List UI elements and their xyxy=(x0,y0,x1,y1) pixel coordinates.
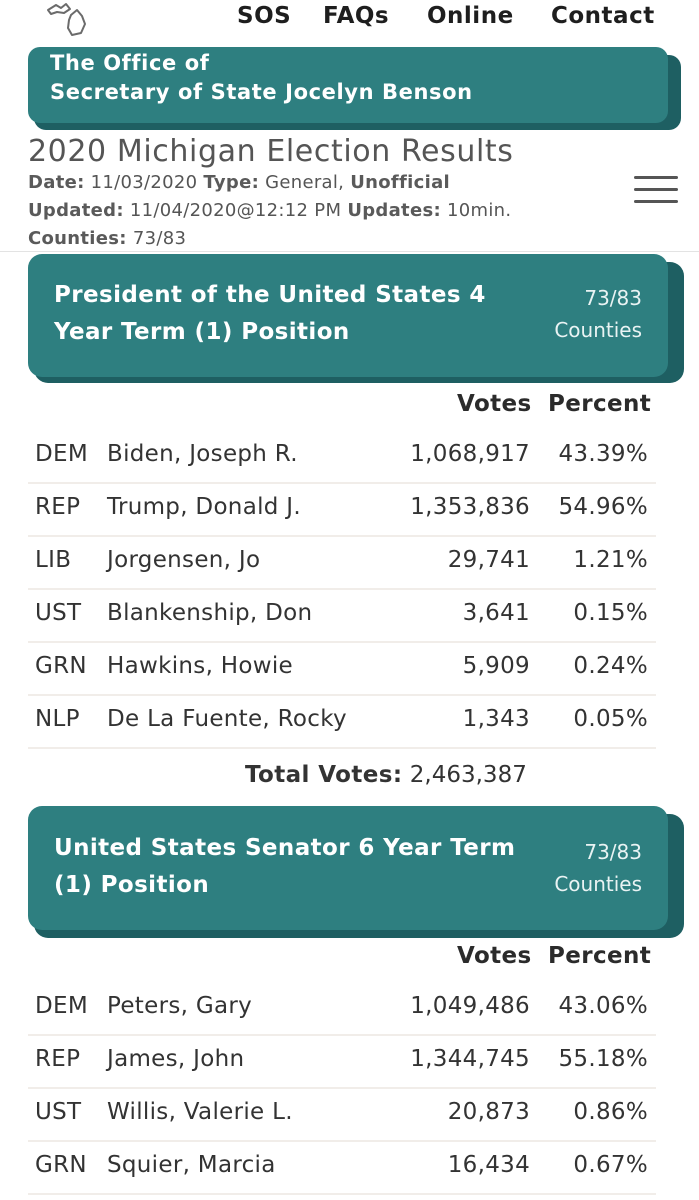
vote-percent: 43.06% xyxy=(558,993,648,1019)
candidate-row: GRN Hawkins, Howie 5,909 0.24% xyxy=(28,643,656,696)
michigan-outline-icon[interactable] xyxy=(44,0,96,38)
updated-label: Updated: xyxy=(28,200,124,221)
party-code: DEM xyxy=(35,993,88,1019)
nav-online-link[interactable]: Online xyxy=(427,3,514,29)
total-votes: Total Votes: 2,463,387 xyxy=(245,762,527,788)
updated-value: 11/04/2020@12:12 PM xyxy=(129,200,342,221)
vote-count: 16,434 xyxy=(447,1152,530,1178)
date-value: 11/03/2020 xyxy=(90,172,198,193)
race-counties-count: 73/83 xyxy=(584,840,642,864)
candidate-name: Hawkins, Howie xyxy=(107,653,294,679)
banner-line-1: The Office of xyxy=(50,51,210,75)
vote-percent: 0.24% xyxy=(573,653,648,679)
candidate-name: Jorgensen, Jo xyxy=(107,547,261,573)
candidate-name: Squier, Marcia xyxy=(107,1152,276,1178)
party-code: GRN xyxy=(35,653,87,679)
votes-column-header: Votes xyxy=(457,943,532,969)
vote-percent: 43.39% xyxy=(558,441,648,467)
race-header-president[interactable]: President of the United States 4 Year Te… xyxy=(28,254,668,377)
hamburger-menu-icon[interactable] xyxy=(634,176,678,204)
vote-count: 1,344,745 xyxy=(410,1046,530,1072)
counties-value: 73/83 xyxy=(132,228,187,249)
banner-line-2: Secretary of State Jocelyn Benson xyxy=(50,80,473,104)
candidate-row: DEM Peters, Gary 1,049,486 43.06% xyxy=(28,983,656,1036)
header-divider xyxy=(0,251,699,252)
race-header-senator[interactable]: United States Senator 6 Year Term (1) Po… xyxy=(28,806,668,930)
candidate-row: NLP De La Fuente, Rocky 1,343 0.05% xyxy=(28,696,656,749)
race-counties: 73/83 Counties xyxy=(554,282,642,346)
race-counties-label: Counties xyxy=(554,872,642,896)
candidate-row: LIB Jorgensen, Jo 29,741 1.21% xyxy=(28,537,656,590)
counties-label: Counties: xyxy=(28,228,127,249)
party-code: UST xyxy=(35,600,82,626)
candidate-row: UST Willis, Valerie L. 20,873 0.86% xyxy=(28,1089,656,1142)
vote-percent: 54.96% xyxy=(558,494,648,520)
vote-count: 20,873 xyxy=(447,1099,530,1125)
vote-percent: 0.86% xyxy=(573,1099,648,1125)
nav-contact-link[interactable]: Contact xyxy=(551,3,655,29)
type-label: Type: xyxy=(203,172,260,193)
vote-percent: 0.05% xyxy=(573,706,648,732)
vote-count: 5,909 xyxy=(462,653,530,679)
total-votes-value: 2,463,387 xyxy=(409,762,527,788)
candidate-name: Blankenship, Don xyxy=(107,600,313,626)
nav-faqs-link[interactable]: FAQs xyxy=(323,3,390,29)
candidate-row: GRN Squier, Marcia 16,434 0.67% xyxy=(28,1142,656,1195)
total-votes-label: Total Votes: xyxy=(245,762,403,788)
race-title: United States Senator 6 Year Term (1) Po… xyxy=(54,835,516,898)
vote-count: 3,641 xyxy=(462,600,530,626)
vote-count: 1,343 xyxy=(462,706,530,732)
election-date-type: Date: 11/03/2020 Type: General, Unoffici… xyxy=(28,172,450,193)
percent-column-header: Percent xyxy=(548,943,652,969)
vote-count: 29,741 xyxy=(447,547,530,573)
candidate-name: De La Fuente, Rocky xyxy=(107,706,347,732)
race-title: President of the United States 4 Year Te… xyxy=(54,282,486,345)
party-code: NLP xyxy=(35,706,80,732)
candidate-name: Biden, Joseph R. xyxy=(107,441,298,467)
party-code: REP xyxy=(35,1046,81,1072)
votes-column-header: Votes xyxy=(457,391,532,417)
vote-percent: 0.67% xyxy=(573,1152,648,1178)
vote-count: 1,353,836 xyxy=(410,494,530,520)
party-code: REP xyxy=(35,494,81,520)
candidate-name: Trump, Donald J. xyxy=(107,494,301,520)
candidate-name: Peters, Gary xyxy=(107,993,253,1019)
candidate-row: UST Blankenship, Don 3,641 0.15% xyxy=(28,590,656,643)
candidate-row: REP Trump, Donald J. 1,353,836 54.96% xyxy=(28,484,656,537)
party-code: DEM xyxy=(35,441,88,467)
counties-info: Counties: 73/83 xyxy=(28,228,186,249)
party-code: UST xyxy=(35,1099,82,1125)
race-counties-label: Counties xyxy=(554,318,642,342)
page-title: 2020 Michigan Election Results xyxy=(28,134,514,169)
date-label: Date: xyxy=(28,172,85,193)
vote-count: 1,049,486 xyxy=(410,993,530,1019)
candidate-name: James, John xyxy=(107,1046,245,1072)
vote-percent: 1.21% xyxy=(573,547,648,573)
vote-percent: 55.18% xyxy=(558,1046,648,1072)
party-code: LIB xyxy=(35,547,72,573)
candidate-name: Willis, Valerie L. xyxy=(107,1099,293,1125)
updates-value: 10min. xyxy=(447,200,512,221)
candidate-row: DEM Biden, Joseph R. 1,068,917 43.39% xyxy=(28,431,656,484)
race-counties-count: 73/83 xyxy=(584,286,642,310)
update-info: Updated: 11/04/2020@12:12 PM Updates: 10… xyxy=(28,200,511,221)
party-code: GRN xyxy=(35,1152,87,1178)
percent-column-header: Percent xyxy=(548,391,652,417)
race-counties: 73/83 Counties xyxy=(554,836,642,900)
vote-percent: 0.15% xyxy=(573,600,648,626)
updates-label: Updates: xyxy=(347,200,441,221)
top-nav: SOS FAQs Online Contact xyxy=(0,0,699,36)
type-value: General, xyxy=(265,172,345,193)
status-text: Unofficial xyxy=(350,172,451,193)
vote-count: 1,068,917 xyxy=(410,441,530,467)
nav-sos-link[interactable]: SOS xyxy=(237,3,292,29)
candidate-row: REP James, John 1,344,745 55.18% xyxy=(28,1036,656,1089)
office-banner[interactable]: The Office of Secretary of State Jocelyn… xyxy=(28,47,668,123)
